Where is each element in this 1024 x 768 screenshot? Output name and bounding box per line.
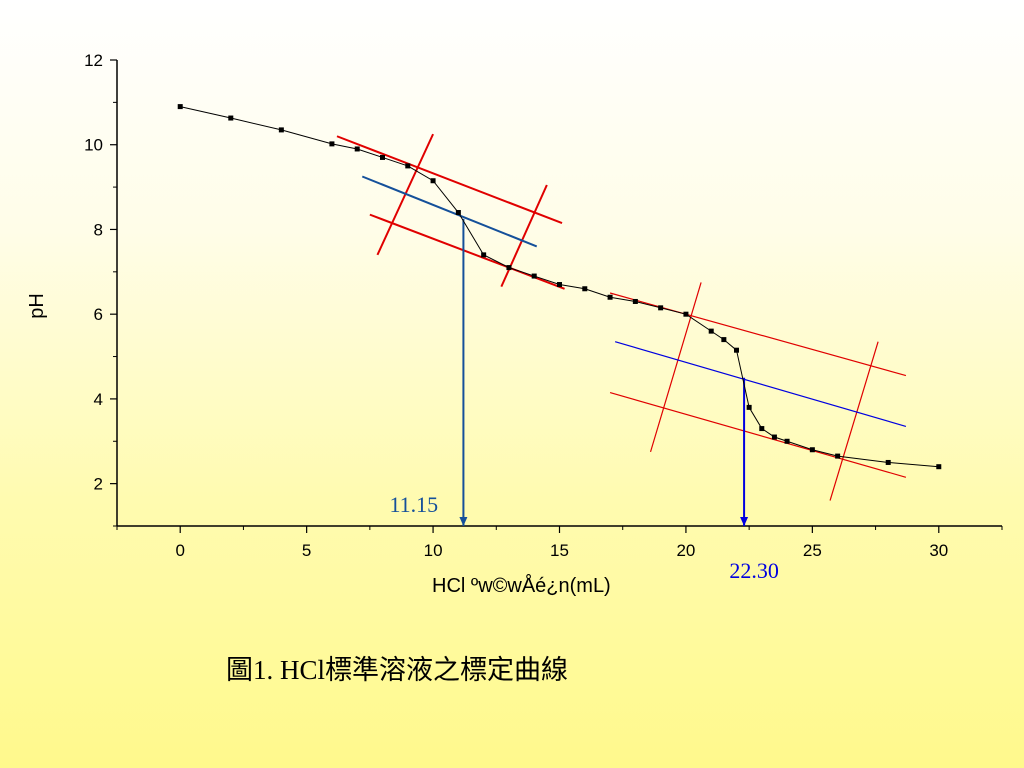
y-tick-label: 10 (84, 136, 103, 155)
endpoint-arrowhead (459, 517, 468, 526)
titration-curve (177, 104, 942, 470)
x-tick-label: 20 (676, 541, 695, 560)
endpoint-annotations: 11.15 22.30 (389, 492, 778, 583)
data-point (746, 404, 752, 410)
data-point (721, 337, 727, 343)
data-point (809, 447, 815, 453)
data-point (455, 210, 461, 216)
endpoint-arrowhead (740, 517, 749, 526)
data-point (405, 163, 411, 169)
data-point (329, 141, 335, 147)
data-point (708, 328, 714, 334)
data-point (835, 453, 841, 459)
x-axis-title: HCl ºw©wÅé¿n(mL) (432, 574, 611, 597)
y-tick-label: 12 (84, 51, 103, 70)
data-point (683, 311, 689, 317)
data-point (430, 178, 436, 184)
x-tick-label: 15 (550, 541, 569, 560)
data-point (885, 459, 891, 465)
figure-caption: 圖1. HCl標準溶液之標定曲線 (226, 655, 569, 685)
data-point (936, 464, 942, 470)
tangent-line (649, 282, 702, 453)
y-tick-label: 6 (94, 305, 103, 324)
x-tick-label: 10 (424, 541, 443, 560)
data-point (481, 252, 487, 258)
endpoint-value-label: 11.15 (389, 492, 438, 517)
titration-chart: 0 5 10 15 20 25 30 2 4 6 8 10 12 11.15 22.30 HCl ºw©w… (26, 51, 1003, 597)
tangent-line (614, 341, 907, 428)
axes (110, 59, 1003, 533)
x-tick-label: 5 (302, 541, 311, 560)
tangent-construction-lines (336, 133, 907, 526)
y-tick-label: 2 (94, 475, 103, 494)
data-point (380, 154, 385, 160)
endpoint-value-label: 22.30 (729, 558, 779, 583)
data-point (607, 294, 613, 300)
y-axis-title: pH (26, 293, 48, 319)
tangent-line (336, 135, 563, 225)
tick-labels: 0 5 10 15 20 25 30 2 4 6 8 10 12 (84, 51, 948, 560)
data-point (771, 434, 777, 440)
tangent-line (361, 175, 538, 248)
data-point (632, 298, 638, 304)
data-point (784, 438, 790, 444)
x-tick-label: 25 (803, 541, 822, 560)
data-point (658, 305, 664, 311)
data-point (278, 127, 284, 133)
data-point (582, 286, 588, 292)
x-tick-label: 30 (929, 541, 948, 560)
x-tick-label: 0 (175, 541, 184, 560)
data-point (531, 273, 537, 279)
y-tick-label: 4 (94, 390, 103, 409)
tangent-line (609, 292, 907, 377)
data-point (177, 104, 183, 110)
data-point (734, 347, 739, 353)
tangent-line (829, 341, 879, 501)
data-point (506, 265, 512, 271)
y-tick-label: 8 (94, 220, 103, 239)
data-point (557, 282, 562, 288)
data-point (228, 115, 234, 121)
data-point (354, 146, 360, 152)
tangent-line (609, 391, 907, 478)
data-point (759, 426, 765, 432)
